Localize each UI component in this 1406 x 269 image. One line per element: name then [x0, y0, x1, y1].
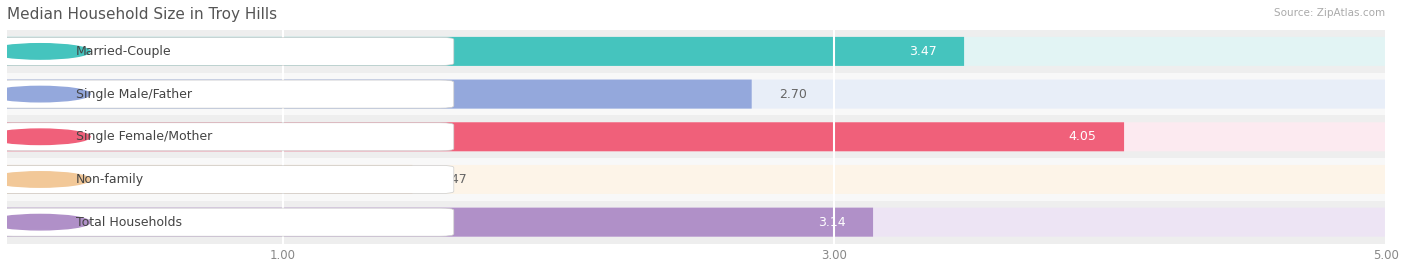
FancyBboxPatch shape — [7, 80, 752, 109]
FancyBboxPatch shape — [7, 122, 1386, 151]
FancyBboxPatch shape — [0, 165, 454, 193]
Circle shape — [0, 129, 90, 144]
FancyBboxPatch shape — [7, 37, 1386, 66]
Text: Single Male/Father: Single Male/Father — [76, 88, 191, 101]
FancyBboxPatch shape — [7, 201, 1386, 243]
Text: Single Female/Mother: Single Female/Mother — [76, 130, 212, 143]
Circle shape — [0, 214, 90, 230]
Text: Married-Couple: Married-Couple — [76, 45, 172, 58]
Text: 4.05: 4.05 — [1069, 130, 1097, 143]
FancyBboxPatch shape — [7, 158, 1386, 201]
Text: 3.14: 3.14 — [818, 216, 845, 229]
Text: 1.47: 1.47 — [440, 173, 468, 186]
Circle shape — [0, 86, 90, 102]
FancyBboxPatch shape — [0, 80, 454, 108]
Text: Median Household Size in Troy Hills: Median Household Size in Troy Hills — [7, 7, 277, 22]
FancyBboxPatch shape — [7, 115, 1386, 158]
Circle shape — [0, 44, 90, 59]
FancyBboxPatch shape — [7, 208, 873, 237]
FancyBboxPatch shape — [0, 123, 454, 151]
FancyBboxPatch shape — [7, 122, 1123, 151]
FancyBboxPatch shape — [7, 80, 1386, 109]
Text: Total Households: Total Households — [76, 216, 181, 229]
FancyBboxPatch shape — [7, 30, 1386, 73]
FancyBboxPatch shape — [7, 73, 1386, 115]
Text: Source: ZipAtlas.com: Source: ZipAtlas.com — [1274, 8, 1385, 18]
FancyBboxPatch shape — [0, 208, 454, 236]
Text: 2.70: 2.70 — [779, 88, 807, 101]
FancyBboxPatch shape — [7, 208, 1386, 237]
Circle shape — [0, 172, 90, 187]
FancyBboxPatch shape — [7, 165, 412, 194]
Text: 3.47: 3.47 — [908, 45, 936, 58]
FancyBboxPatch shape — [7, 37, 965, 66]
FancyBboxPatch shape — [0, 37, 454, 65]
FancyBboxPatch shape — [7, 165, 1386, 194]
Text: Non-family: Non-family — [76, 173, 143, 186]
